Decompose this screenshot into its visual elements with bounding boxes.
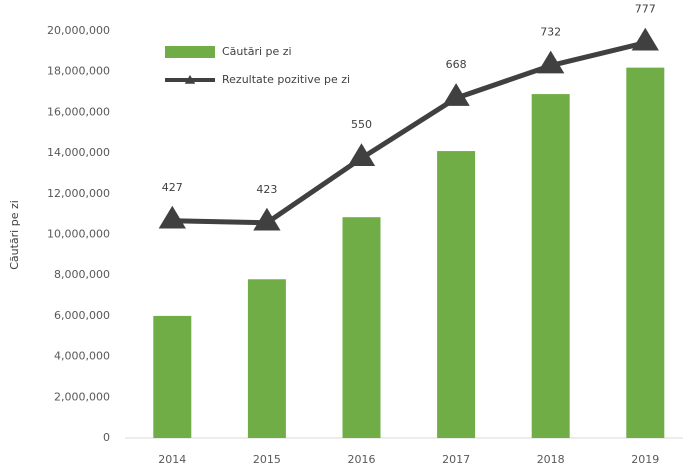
bar bbox=[153, 315, 192, 438]
bar bbox=[626, 67, 665, 438]
legend-label: Căutări pe zi bbox=[222, 45, 292, 58]
data-label: 732 bbox=[540, 26, 561, 39]
x-tick-label: 2017 bbox=[442, 453, 470, 466]
bar bbox=[437, 151, 476, 438]
y-tick-label: 18,000,000 bbox=[47, 65, 110, 78]
x-tick-label: 2016 bbox=[348, 453, 376, 466]
data-label: 550 bbox=[351, 118, 372, 131]
data-label: 668 bbox=[446, 58, 467, 71]
bar bbox=[247, 279, 286, 438]
marker bbox=[347, 143, 376, 166]
y-tick-label: 10,000,000 bbox=[47, 228, 110, 241]
data-label: 423 bbox=[256, 183, 277, 196]
legend-marker bbox=[184, 75, 196, 84]
y-tick-label: 0 bbox=[103, 431, 110, 444]
y-tick-label: 16,000,000 bbox=[47, 105, 110, 118]
y-tick-label: 6,000,000 bbox=[54, 309, 110, 322]
y-tick-label: 12,000,000 bbox=[47, 187, 110, 200]
line bbox=[172, 40, 646, 226]
marker bbox=[442, 83, 470, 106]
y-tick-label: 8,000,000 bbox=[54, 268, 110, 281]
marker bbox=[158, 205, 186, 229]
y-tick-label: 4,000,000 bbox=[54, 350, 110, 363]
data-label: 427 bbox=[162, 181, 183, 194]
marker bbox=[253, 207, 281, 231]
bar bbox=[342, 217, 381, 438]
y-tick-label: 14,000,000 bbox=[47, 146, 110, 159]
x-tick-label: 2014 bbox=[158, 453, 186, 466]
y-tick-label: 20,000,000 bbox=[47, 24, 110, 37]
bar bbox=[531, 94, 570, 439]
y-axis-label: Căutări pe zi bbox=[8, 200, 21, 270]
data-label: 777 bbox=[635, 3, 656, 16]
y-tick-label: 2,000,000 bbox=[54, 390, 110, 403]
marker bbox=[631, 27, 659, 51]
x-tick-label: 2018 bbox=[537, 453, 565, 466]
marker bbox=[537, 50, 565, 74]
x-tick-label: 2019 bbox=[631, 453, 659, 466]
legend-swatch bbox=[165, 46, 215, 58]
legend-label: Rezultate pozitive pe zi bbox=[222, 73, 350, 86]
x-tick-label: 2015 bbox=[253, 453, 281, 466]
